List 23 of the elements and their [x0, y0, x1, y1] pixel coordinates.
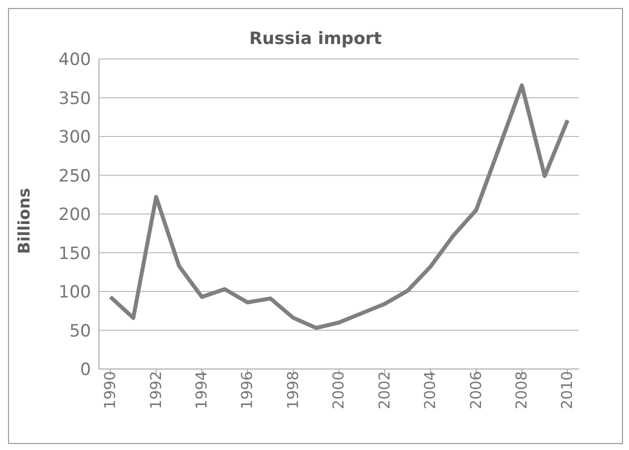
y-tick-label: 100 [58, 282, 91, 303]
x-tick-label: 1990 [101, 371, 120, 410]
x-tick-label: 2004 [421, 371, 440, 410]
y-tick-label: 150 [58, 244, 91, 264]
y-tick-label: 0 [80, 360, 91, 380]
x-tick-label: 1996 [238, 371, 256, 410]
chart-title: Russia import [248, 29, 383, 49]
y-tick-label: 250 [58, 166, 91, 186]
y-axis-title: Billions [14, 188, 34, 254]
y-tick-label: 200 [58, 205, 91, 226]
x-tick-label: 1992 [146, 371, 165, 410]
y-tick-label: 50 [69, 321, 91, 342]
x-tick-label: 2002 [375, 371, 394, 410]
line-series [108, 83, 570, 330]
x-tick-label: 2006 [466, 371, 485, 410]
y-tick-label: 300 [58, 128, 91, 148]
x-tick-label: 2010 [558, 371, 576, 410]
x-tick-label: 2008 [512, 371, 531, 410]
x-tick-label: 2000 [330, 371, 348, 410]
x-tick-label: 1998 [284, 371, 302, 410]
y-tick-label: 400 [58, 50, 91, 70]
x-tick-label: 1994 [192, 371, 211, 410]
y-tick-label: 350 [58, 88, 91, 109]
